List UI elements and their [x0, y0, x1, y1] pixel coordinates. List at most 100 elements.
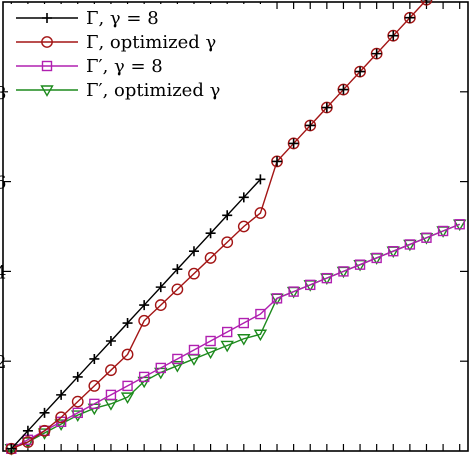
legend-entry: Γ′, optimized γ — [16, 80, 220, 101]
data-point — [170, 360, 185, 373]
data-point — [304, 119, 317, 132]
data-point — [255, 308, 266, 320]
data-point — [222, 210, 233, 221]
data-point — [188, 246, 199, 257]
data-point — [105, 389, 117, 401]
legend-label: Γ, optimized γ — [86, 32, 216, 53]
data-point — [388, 245, 399, 257]
data-point — [288, 286, 299, 297]
data-point — [38, 424, 51, 437]
data-point — [221, 326, 233, 338]
data-point — [254, 207, 267, 219]
plot-frame — [2, 1, 469, 452]
y-tick-label: 6 — [0, 173, 6, 194]
data-point — [6, 443, 17, 454]
series-1 — [5, 0, 433, 455]
data-point-overlay — [338, 84, 349, 95]
legend-marker — [40, 85, 54, 97]
data-point-overlay — [321, 102, 332, 113]
data-point — [138, 314, 151, 327]
data-point — [122, 380, 133, 392]
data-point — [221, 236, 234, 249]
data-point — [238, 317, 250, 329]
y-tick-label: 2 — [0, 352, 6, 373]
data-point — [39, 407, 50, 418]
data-point — [37, 428, 52, 440]
data-point — [71, 410, 85, 422]
data-point — [172, 264, 183, 275]
series-layer — [4, 0, 467, 456]
legend-label: Γ′, optimized γ — [86, 80, 220, 101]
data-point — [171, 283, 184, 296]
legend: Γ, γ = 8 Γ, optimized γ Γ′, γ = 8 Γ′, optim… — [8, 4, 270, 104]
data-point — [138, 371, 150, 383]
data-point-overlay — [272, 156, 283, 167]
legend-marker — [42, 13, 52, 23]
data-point — [354, 65, 366, 78]
series-line — [11, 0, 428, 450]
data-point — [121, 348, 134, 361]
legend-label: Γ′, γ = 8 — [86, 56, 163, 77]
data-point — [89, 353, 100, 364]
legend-entry: Γ′, γ = 8 — [16, 56, 163, 77]
data-point — [287, 137, 300, 150]
data-point — [22, 425, 33, 436]
data-point — [237, 220, 250, 233]
legend-marker — [41, 36, 53, 48]
legend-marker — [41, 60, 53, 72]
data-point — [188, 344, 200, 356]
data-point — [220, 340, 234, 353]
data-point — [354, 259, 366, 270]
data-point — [205, 335, 216, 347]
data-point — [454, 219, 465, 230]
data-point — [253, 329, 268, 342]
overlay-plus — [272, 0, 432, 167]
data-point — [122, 318, 133, 329]
data-point — [403, 11, 416, 24]
legend-entry: Γ, γ = 8 — [16, 8, 159, 29]
series-0 — [6, 174, 266, 454]
data-point — [370, 47, 383, 60]
data-point — [89, 398, 100, 410]
data-point — [56, 389, 67, 400]
data-point — [155, 282, 166, 293]
data-point — [203, 347, 218, 360]
data-point — [305, 279, 316, 291]
data-point-overlay — [404, 12, 415, 23]
data-point-overlay — [421, 0, 432, 5]
data-point — [139, 300, 150, 311]
data-point — [5, 442, 18, 455]
data-point — [105, 364, 117, 377]
data-point — [205, 228, 216, 239]
data-point-overlay — [371, 48, 382, 59]
data-point — [105, 335, 116, 346]
data-point — [271, 155, 283, 168]
data-point — [387, 29, 400, 42]
series-line — [10, 178, 261, 450]
data-point-overlay — [305, 120, 316, 131]
data-point-overlay — [288, 138, 299, 149]
data-point — [172, 353, 183, 365]
series-line — [10, 223, 460, 450]
data-point — [188, 267, 200, 280]
data-point — [120, 392, 135, 405]
data-point — [54, 419, 68, 431]
data-point — [204, 252, 217, 264]
y-tick-label: 8 — [0, 83, 6, 104]
legend-entry: Γ, optimized γ — [16, 32, 216, 53]
data-point — [321, 272, 333, 284]
data-point — [55, 411, 68, 424]
data-point — [72, 407, 83, 419]
data-point-overlay — [355, 66, 366, 77]
data-point — [420, 0, 433, 6]
data-point — [71, 395, 84, 408]
data-point — [421, 232, 432, 243]
data-point — [320, 101, 333, 114]
data-point — [72, 371, 83, 382]
data-point — [155, 362, 166, 374]
y-tick-label: 4 — [0, 262, 6, 283]
series-line — [11, 223, 460, 450]
data-point — [255, 174, 266, 185]
legend-label: Γ, γ = 8 — [86, 8, 159, 29]
series-2 — [6, 219, 465, 454]
